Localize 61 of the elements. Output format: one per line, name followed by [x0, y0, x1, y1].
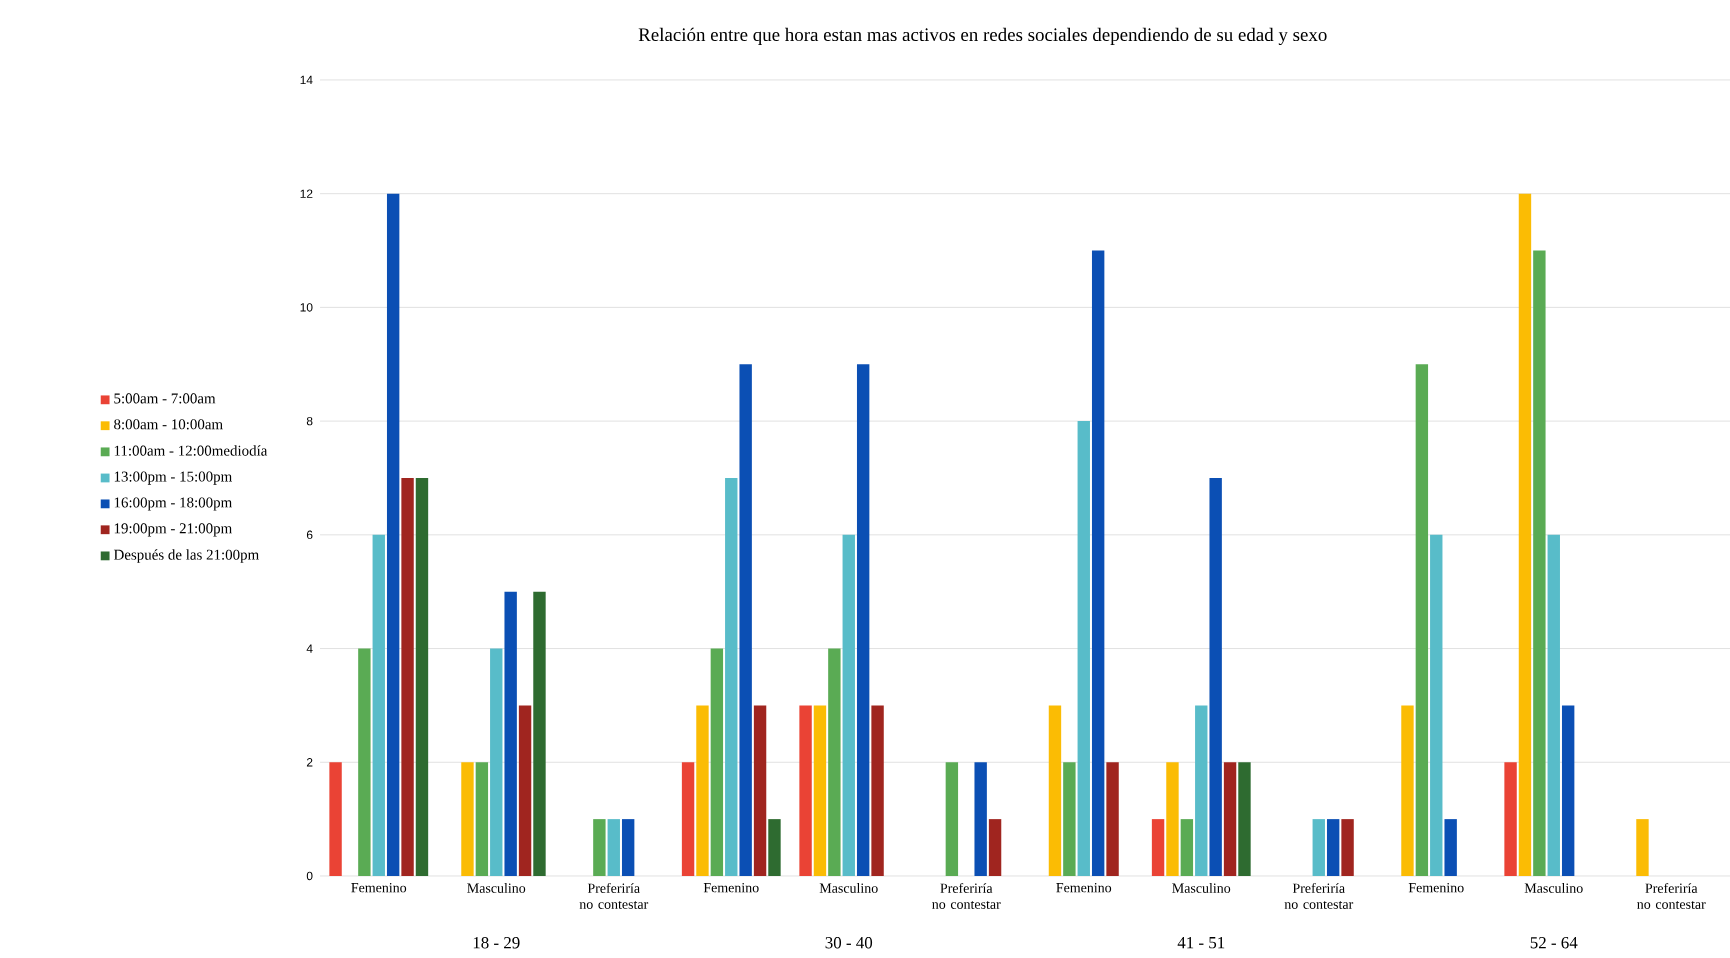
bar: [518, 705, 532, 876]
bar: [1547, 534, 1560, 876]
bar: [681, 762, 695, 876]
bar: [1151, 819, 1165, 876]
bar: [974, 762, 987, 876]
bar: [799, 705, 812, 876]
chart-title: Relación entre que hora estan mas activos en redes sociales dependiendo de su edad y sexo: [638, 27, 1327, 45]
text: 18 - 29: [473, 937, 520, 949]
bar: [1091, 250, 1105, 876]
bar: [490, 648, 503, 876]
bar: [1195, 705, 1208, 876]
bar: [621, 819, 635, 876]
bar: [1401, 705, 1414, 876]
bar: [1238, 762, 1251, 876]
bar: [358, 648, 371, 876]
bar: [753, 705, 767, 876]
bar: [1326, 819, 1340, 876]
bar: [768, 819, 781, 876]
bar: [1444, 819, 1457, 876]
bar: [1430, 534, 1443, 876]
bar: [415, 477, 429, 876]
bar: [1166, 762, 1179, 876]
bar: [593, 819, 606, 876]
bar: [372, 534, 385, 876]
bar: [710, 648, 724, 876]
bar: [1636, 819, 1649, 876]
bar: [871, 705, 884, 876]
text: 52 - 64: [1530, 937, 1578, 949]
bar: [813, 705, 827, 876]
bar: [856, 364, 870, 876]
bar: [475, 762, 489, 876]
bar: [1533, 250, 1546, 876]
bar: [1180, 819, 1194, 876]
bar: [461, 762, 474, 876]
bar: [1312, 819, 1325, 876]
bar: [1341, 819, 1354, 876]
bar: [504, 591, 517, 876]
bar: [988, 819, 1002, 876]
bar: [1561, 705, 1575, 876]
bar: [401, 477, 414, 876]
bar: [739, 364, 752, 876]
bar: [828, 648, 841, 876]
bar: [1223, 762, 1237, 876]
text: 30 - 40: [825, 937, 873, 949]
bar: [533, 591, 546, 876]
bar: [1048, 705, 1062, 876]
bar: [1518, 193, 1532, 876]
bar: [607, 819, 620, 876]
bar: [329, 762, 342, 876]
bar: [1415, 364, 1429, 876]
bar: [1063, 762, 1076, 876]
bar: [725, 477, 738, 876]
text: 41 - 51: [1177, 937, 1225, 949]
bar: [696, 705, 709, 876]
bar: [1106, 762, 1119, 876]
bar: [386, 193, 400, 876]
bar: [1077, 421, 1090, 876]
bar: [945, 762, 959, 876]
bar: [1209, 477, 1222, 876]
bar: [1504, 762, 1517, 876]
bar: [842, 534, 855, 876]
